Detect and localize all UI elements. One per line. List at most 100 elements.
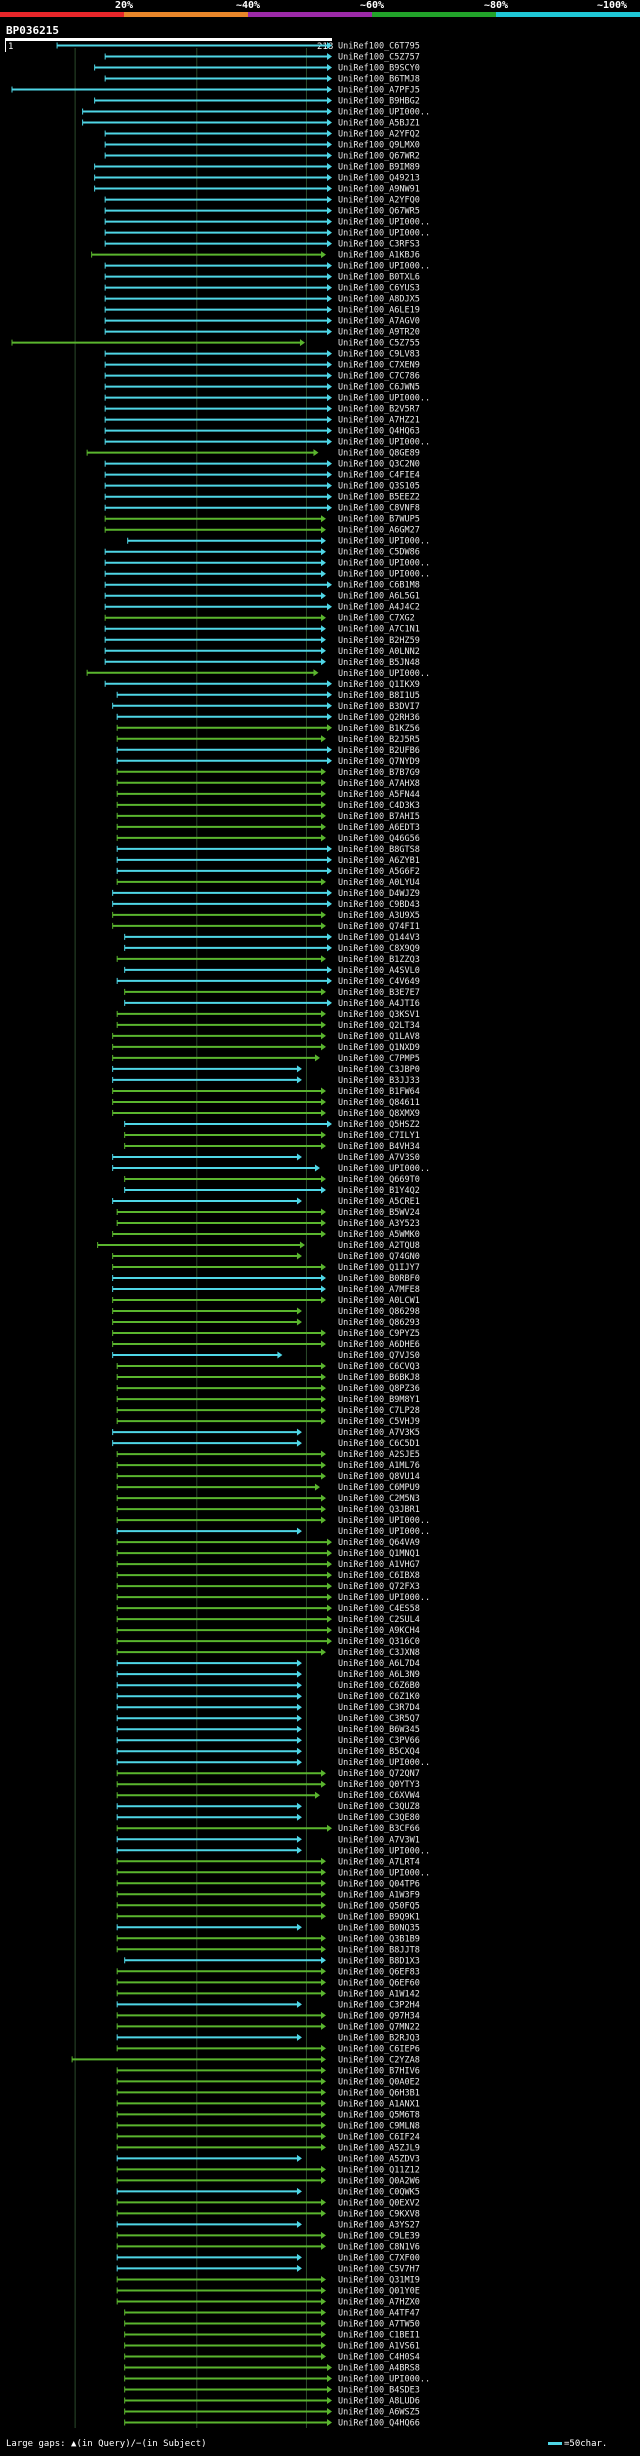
hit-row[interactable]: UniRef100_B2J5R5: [116, 735, 420, 745]
hit-label[interactable]: UniRef100_Q7MN22: [338, 2022, 420, 2032]
hit-label[interactable]: UniRef100_C6JWN5: [338, 383, 420, 393]
hit-row[interactable]: UniRef100_B8D1X3: [124, 1956, 420, 1966]
hit-row[interactable]: UniRef100_A2TQU8: [97, 1241, 420, 1251]
hit-label[interactable]: UniRef100_D4WJZ9: [338, 889, 420, 899]
hit-row[interactable]: UniRef100_UPI000..: [116, 1516, 430, 1526]
hit-row[interactable]: UniRef100_A6ZYB1: [116, 856, 420, 866]
hit-row[interactable]: UniRef100_B6W345: [116, 1725, 420, 1735]
hit-row[interactable]: UniRef100_C2SUL4: [116, 1615, 420, 1625]
hit-label[interactable]: UniRef100_A4TF47: [338, 2308, 420, 2318]
hit-label[interactable]: UniRef100_UPI000..: [338, 108, 430, 118]
hit-label[interactable]: UniRef100_B7WUP5: [338, 515, 420, 525]
hit-label[interactable]: UniRef100_C5VHJ9: [338, 1417, 420, 1427]
hit-label[interactable]: UniRef100_B8I1U5: [338, 691, 420, 701]
hit-label[interactable]: UniRef100_A0LYU4: [338, 878, 420, 888]
hit-row[interactable]: UniRef100_C5Z755: [11, 339, 420, 349]
hit-row[interactable]: UniRef100_A9TR20: [104, 328, 420, 338]
hit-row[interactable]: UniRef100_C6IF24: [116, 2132, 420, 2142]
hit-row[interactable]: UniRef100_A7V3K5: [112, 1428, 420, 1438]
hit-label[interactable]: UniRef100_A7C1N1: [338, 625, 420, 635]
hit-label[interactable]: UniRef100_C5Z755: [338, 339, 420, 349]
hit-label[interactable]: UniRef100_Q50FQ5: [338, 1901, 420, 1911]
hit-label[interactable]: UniRef100_B3JJ33: [338, 1076, 420, 1086]
hit-label[interactable]: UniRef100_B3DVI7: [338, 702, 420, 712]
hit-row[interactable]: UniRef100_B5EEZ2: [104, 493, 420, 503]
hit-row[interactable]: UniRef100_Q0A2W6: [116, 2176, 420, 2186]
hit-label[interactable]: UniRef100_C7XF00: [338, 2253, 420, 2263]
hit-row[interactable]: UniRef100_C5V7H7: [116, 2264, 420, 2274]
hit-row[interactable]: UniRef100_A8LUD6: [124, 2396, 420, 2406]
hit-row[interactable]: UniRef100_C3PV66: [116, 1736, 420, 1746]
hit-label[interactable]: UniRef100_A3Y523: [338, 1219, 420, 1229]
hit-label[interactable]: UniRef100_A6LE19: [338, 306, 420, 316]
hit-label[interactable]: UniRef100_C9PYZ5: [338, 1329, 420, 1339]
hit-label[interactable]: UniRef100_Q04TP6: [338, 1879, 420, 1889]
hit-row[interactable]: UniRef100_C6B1M8: [104, 581, 420, 591]
hit-row[interactable]: UniRef100_UPI000..: [116, 1527, 430, 1537]
hit-label[interactable]: UniRef100_UPI000..: [338, 1758, 430, 1768]
hit-row[interactable]: UniRef100_Q0YTY3: [116, 1780, 420, 1790]
hit-row[interactable]: UniRef100_Q1MNQ1: [116, 1549, 420, 1559]
hit-label[interactable]: UniRef100_Q1LAV8: [338, 1032, 420, 1042]
hit-row[interactable]: UniRef100_Q11Z12: [116, 2165, 420, 2175]
hit-row[interactable]: UniRef100_C3JBP0: [112, 1065, 420, 1075]
hit-row[interactable]: UniRef100_B4SDE3: [124, 2385, 420, 2395]
hit-label[interactable]: UniRef100_Q1IKX9: [338, 680, 420, 690]
hit-row[interactable]: UniRef100_C6MPU9: [116, 1483, 420, 1493]
hit-label[interactable]: UniRef100_Q49213: [338, 174, 420, 184]
hit-label[interactable]: UniRef100_C7C786: [338, 372, 420, 382]
hit-label[interactable]: UniRef100_C6C5D1: [338, 1439, 420, 1449]
hit-row[interactable]: UniRef100_UPI000..: [104, 262, 430, 272]
hit-row[interactable]: UniRef100_B0TXL6: [104, 273, 420, 283]
hit-row[interactable]: UniRef100_A1VS61: [124, 2341, 420, 2351]
hit-label[interactable]: UniRef100_A2YFQ0: [338, 196, 420, 206]
hit-label[interactable]: UniRef100_C9MLN8: [338, 2121, 420, 2131]
hit-row[interactable]: UniRef100_Q3S105: [104, 482, 420, 492]
hit-label[interactable]: UniRef100_A6DHE6: [338, 1340, 420, 1350]
hit-label[interactable]: UniRef100_C9KXV8: [338, 2209, 420, 2219]
hit-row[interactable]: UniRef100_C3JXN8: [116, 1648, 420, 1658]
hit-label[interactable]: UniRef100_C1BEI1: [338, 2330, 420, 2340]
hit-row[interactable]: UniRef100_Q7MN22: [116, 2022, 420, 2032]
hit-row[interactable]: UniRef100_C8VNF8: [104, 504, 420, 514]
hit-row[interactable]: UniRef100_B8I1U5: [116, 691, 420, 701]
hit-row[interactable]: UniRef100_C3RFS3: [104, 240, 420, 250]
hit-row[interactable]: UniRef100_A1KBJ6: [91, 251, 420, 261]
hit-label[interactable]: UniRef100_C6B1M8: [338, 581, 420, 591]
hit-row[interactable]: UniRef100_Q8PZ36: [116, 1384, 420, 1394]
hit-row[interactable]: UniRef100_B3E7E7: [124, 988, 420, 998]
hit-label[interactable]: UniRef100_UPI000..: [338, 218, 430, 228]
hit-label[interactable]: UniRef100_UPI000..: [338, 438, 430, 448]
hit-label[interactable]: UniRef100_A8LUD6: [338, 2396, 420, 2406]
hit-label[interactable]: UniRef100_A7PFJ5: [338, 86, 420, 96]
hit-label[interactable]: UniRef100_B7AHI5: [338, 812, 420, 822]
hit-row[interactable]: UniRef100_A5FN44: [116, 790, 420, 800]
hit-row[interactable]: UniRef100_Q3JBR1: [116, 1505, 420, 1515]
hit-label[interactable]: UniRef100_Q4HQ63: [338, 427, 420, 437]
hit-row[interactable]: UniRef100_B3JJ33: [112, 1076, 420, 1086]
hit-label[interactable]: UniRef100_A6GM27: [338, 526, 420, 536]
hit-label[interactable]: UniRef100_B9HBG2: [338, 97, 420, 107]
hit-label[interactable]: UniRef100_UPI000..: [338, 570, 430, 580]
hit-row[interactable]: UniRef100_D4WJZ9: [112, 889, 420, 899]
hit-row[interactable]: UniRef100_B7AHI5: [116, 812, 420, 822]
hit-row[interactable]: UniRef100_B7WUP5: [104, 515, 420, 525]
hit-row[interactable]: UniRef100_Q6H3B1: [116, 2088, 420, 2098]
hit-label[interactable]: UniRef100_C4H0S4: [338, 2352, 420, 2362]
hit-label[interactable]: UniRef100_C3P2H4: [338, 2000, 420, 2010]
hit-label[interactable]: UniRef100_A2TQU8: [338, 1241, 420, 1251]
hit-label[interactable]: UniRef100_UPI000..: [338, 394, 430, 404]
hit-row[interactable]: UniRef100_A7V3W1: [116, 1835, 420, 1845]
hit-row[interactable]: UniRef100_A1VHG7: [116, 1560, 420, 1570]
hit-label[interactable]: UniRef100_Q97H34: [338, 2011, 420, 2021]
hit-label[interactable]: UniRef100_A1VHG7: [338, 1560, 420, 1570]
hit-label[interactable]: UniRef100_A4J4C2: [338, 603, 420, 613]
hit-row[interactable]: UniRef100_A1W3F9: [116, 1890, 420, 1900]
hit-label[interactable]: UniRef100_C6MPU9: [338, 1483, 420, 1493]
hit-label[interactable]: UniRef100_C4V649: [338, 977, 420, 987]
hit-label[interactable]: UniRef100_A0LNN2: [338, 647, 420, 657]
hit-label[interactable]: UniRef100_B6BKJ8: [338, 1373, 420, 1383]
hit-label[interactable]: UniRef100_Q2RH36: [338, 713, 420, 723]
hit-label[interactable]: UniRef100_A6L7D4: [338, 1659, 420, 1669]
hit-row[interactable]: UniRef100_A4SVL0: [124, 966, 420, 976]
